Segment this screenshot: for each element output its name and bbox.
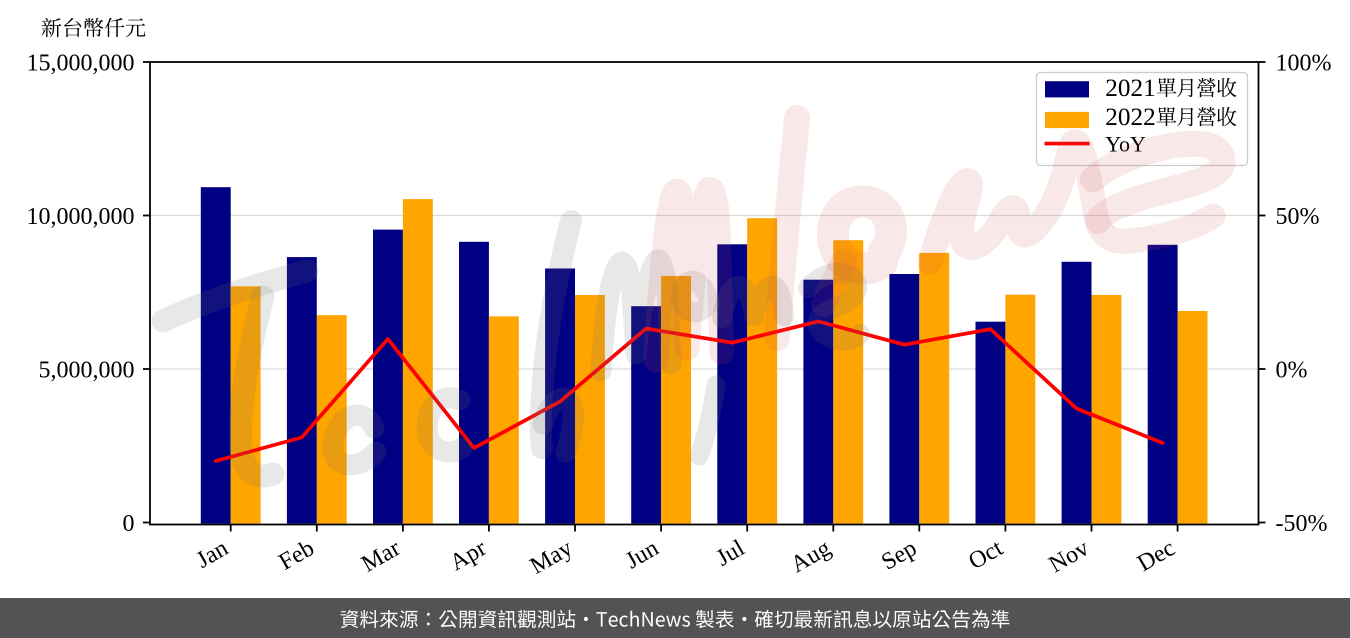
svg-text:10,000,000: 10,000,000 bbox=[27, 204, 135, 230]
svg-text:15,000,000: 15,000,000 bbox=[27, 50, 135, 76]
svg-text:100%: 100% bbox=[1276, 50, 1332, 76]
svg-text:0%: 0% bbox=[1276, 357, 1308, 383]
svg-text:0: 0 bbox=[123, 511, 135, 537]
svg-text:2021: 2021 bbox=[1105, 75, 1155, 102]
svg-text:5,000,000: 5,000,000 bbox=[39, 357, 135, 383]
svg-text:50%: 50% bbox=[1276, 204, 1320, 230]
svg-text:2022: 2022 bbox=[1105, 104, 1155, 131]
svg-text:YoY: YoY bbox=[1105, 132, 1146, 157]
svg-text:-50%: -50% bbox=[1276, 511, 1328, 537]
